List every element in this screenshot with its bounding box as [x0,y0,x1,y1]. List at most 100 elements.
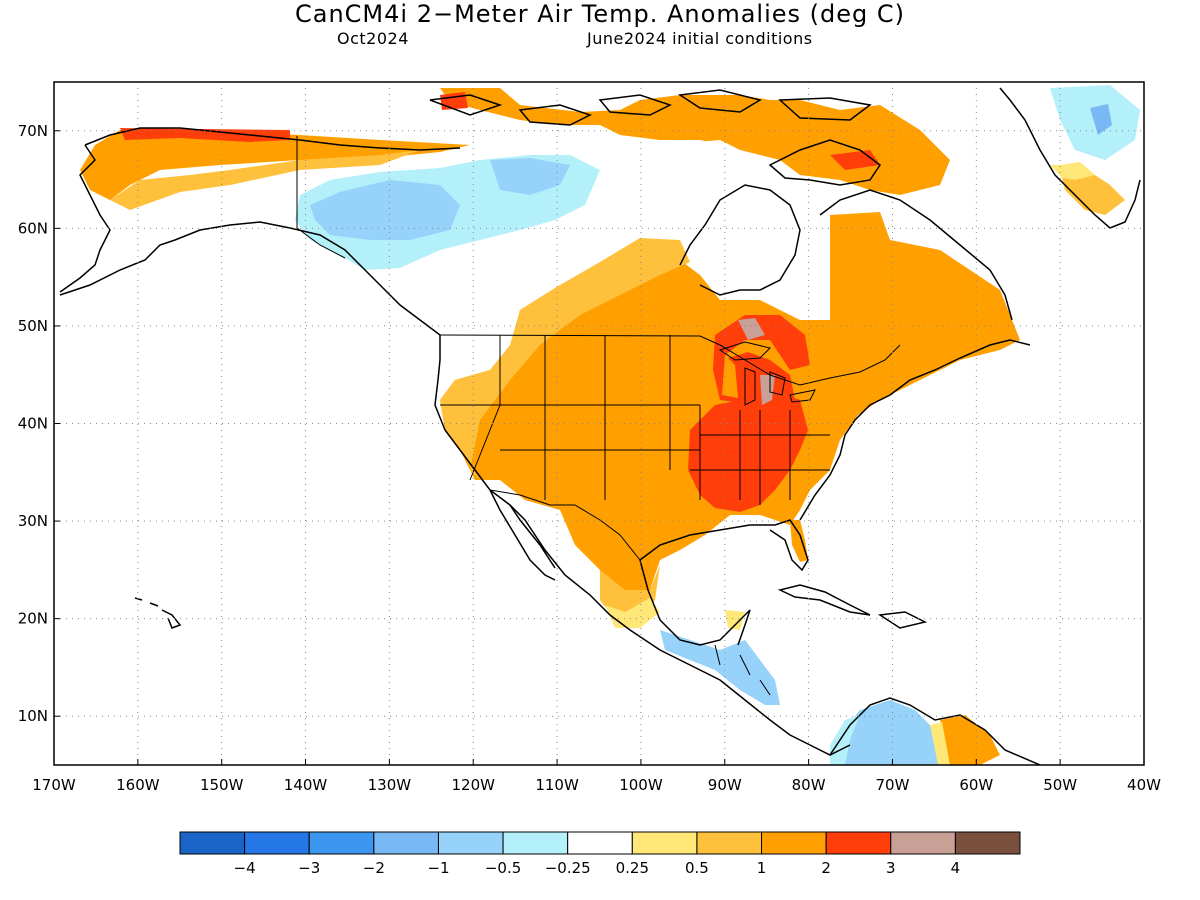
colorbar-swatch [696,831,763,855]
colorbar-label: −0.25 [545,859,591,877]
colorbar-label: −0.5 [485,859,521,877]
hawaii [134,597,182,629]
coastlines [59,87,1141,765]
hispaniola [877,611,928,629]
lat-label: 20N [18,610,48,628]
longitude-labels: 170W 160W 150W 140W 130W 120W 110W 100W 90W 80W 70… [32,776,1161,794]
hudson-bay-coast [679,184,801,296]
lon-label: 80W [792,776,826,794]
colorbar-label: 0.25 [616,859,649,877]
anomaly-region-greenland-cool-core [1090,104,1112,135]
lon-label: 140W [284,776,328,794]
pacific-coast [434,335,851,756]
colorbar-label: −2 [363,859,385,877]
latitude-ticks [54,130,60,717]
colorbar-labels: −4 −3 −2 −1 −0.5 −0.25 0.25 0.5 1 2 3 4 [234,859,961,877]
anomaly-region-archipelago-west [440,88,950,195]
colorbar-label: −4 [234,859,256,877]
lon-label: 100W [619,776,663,794]
colorbar-swatch [567,831,633,855]
anomaly-region-cool-central-america [660,630,780,705]
colorbar-label: −3 [298,859,320,877]
lon-label: 110W [535,776,579,794]
colorbar-swatch [244,831,310,855]
latitude-labels: 10N 20N 30N 40N 50N 60N 70N [18,122,48,725]
lon-label: 40W [1127,776,1161,794]
forecast-month: Oct2024 [337,29,409,48]
anomaly-region-3to4-lakes [738,318,765,340]
us-state-lines [440,335,830,505]
anomaly-fields [80,85,1140,765]
lon-label: 150W [200,776,244,794]
lat-label: 40N [18,415,48,433]
alaska-coastline [59,221,441,336]
lon-label: 60W [959,776,993,794]
longitude-ticks [53,759,1145,765]
anomaly-region-cool-sa-edge [830,715,860,765]
anomaly-region-arctic-fringe [110,150,420,210]
labrador-coast [819,189,1013,321]
lon-label: 90W [708,776,742,794]
anomaly-region-2to3-great-lakes [713,315,810,405]
lon-label: 70W [876,776,910,794]
anomaly-region-greenland-yellow [1050,162,1095,180]
map-title: CanCM4i 2−Meter Air Temp. Anomalies (deg… [294,0,905,28]
lat-label: 50N [18,317,48,335]
colorbar-swatch [631,831,698,855]
anomaly-region-archipelago-red [440,92,468,110]
colorbar-label: −1 [427,859,449,877]
lon-label: 130W [368,776,412,794]
lon-label: 50W [1043,776,1077,794]
anomaly-region-yellow-venezuela [930,722,950,765]
atlantic-coast [799,339,1031,521]
anomaly-region-cool-arctic [490,158,570,195]
anomaly-region-3to4-michigan [760,375,775,405]
alaska-west-coast [59,144,111,293]
alaska-canada-border [296,136,346,259]
colorbar-swatch [502,831,569,855]
anomaly-region-cool-nw-canada-core [310,180,460,240]
lat-label: 60N [18,219,48,237]
anomaly-region-yellow-yucatan [725,610,745,630]
colorbar-label: 4 [951,859,961,877]
lon-label: 160W [116,776,160,794]
anomaly-region-yellow-mexico [605,598,660,628]
anomaly-region-archipelago-white [660,140,760,180]
greenland-coast [999,87,1141,229]
anomaly-region-2to3-southeast [688,390,808,512]
south-america-coast [829,697,1041,765]
arctic-islands [429,89,872,126]
colorbar-label: 0.5 [685,859,709,877]
great-lakes [718,341,816,406]
mexico-gulf-coast [639,559,751,646]
lat-label: 30N [18,512,48,530]
baffin-island [768,139,882,186]
political-boundaries [296,136,901,696]
colorbar-label: 1 [757,859,767,877]
colorbar-swatch [890,831,956,855]
colorbar-swatch [373,831,439,855]
lon-label: 120W [451,776,495,794]
colorbar-swatch [437,831,504,855]
lat-label: 10N [18,707,48,725]
colorbar [179,831,1021,855]
cuba [777,584,871,616]
baja-peninsula [489,489,556,581]
gulf-coast [639,519,809,572]
colorbar-swatch [954,831,1021,855]
colorbar-swatch [825,831,892,855]
colorbar-swatch [179,831,246,855]
colorbar-label: 2 [821,859,831,877]
central-america-borders [714,644,771,696]
colorbar-label: 3 [886,859,896,877]
colorbar-swatch [761,831,827,855]
colorbar-swatch [308,831,375,855]
lon-label: 170W [32,776,76,794]
anomaly-region-arctic-red [120,128,290,142]
lat-label: 70N [18,122,48,140]
anomaly-region-cool-south-america [835,700,940,765]
us-mexico-border [489,489,641,561]
alaska-north-coast [84,127,461,151]
anomaly-region-florida [790,520,808,562]
